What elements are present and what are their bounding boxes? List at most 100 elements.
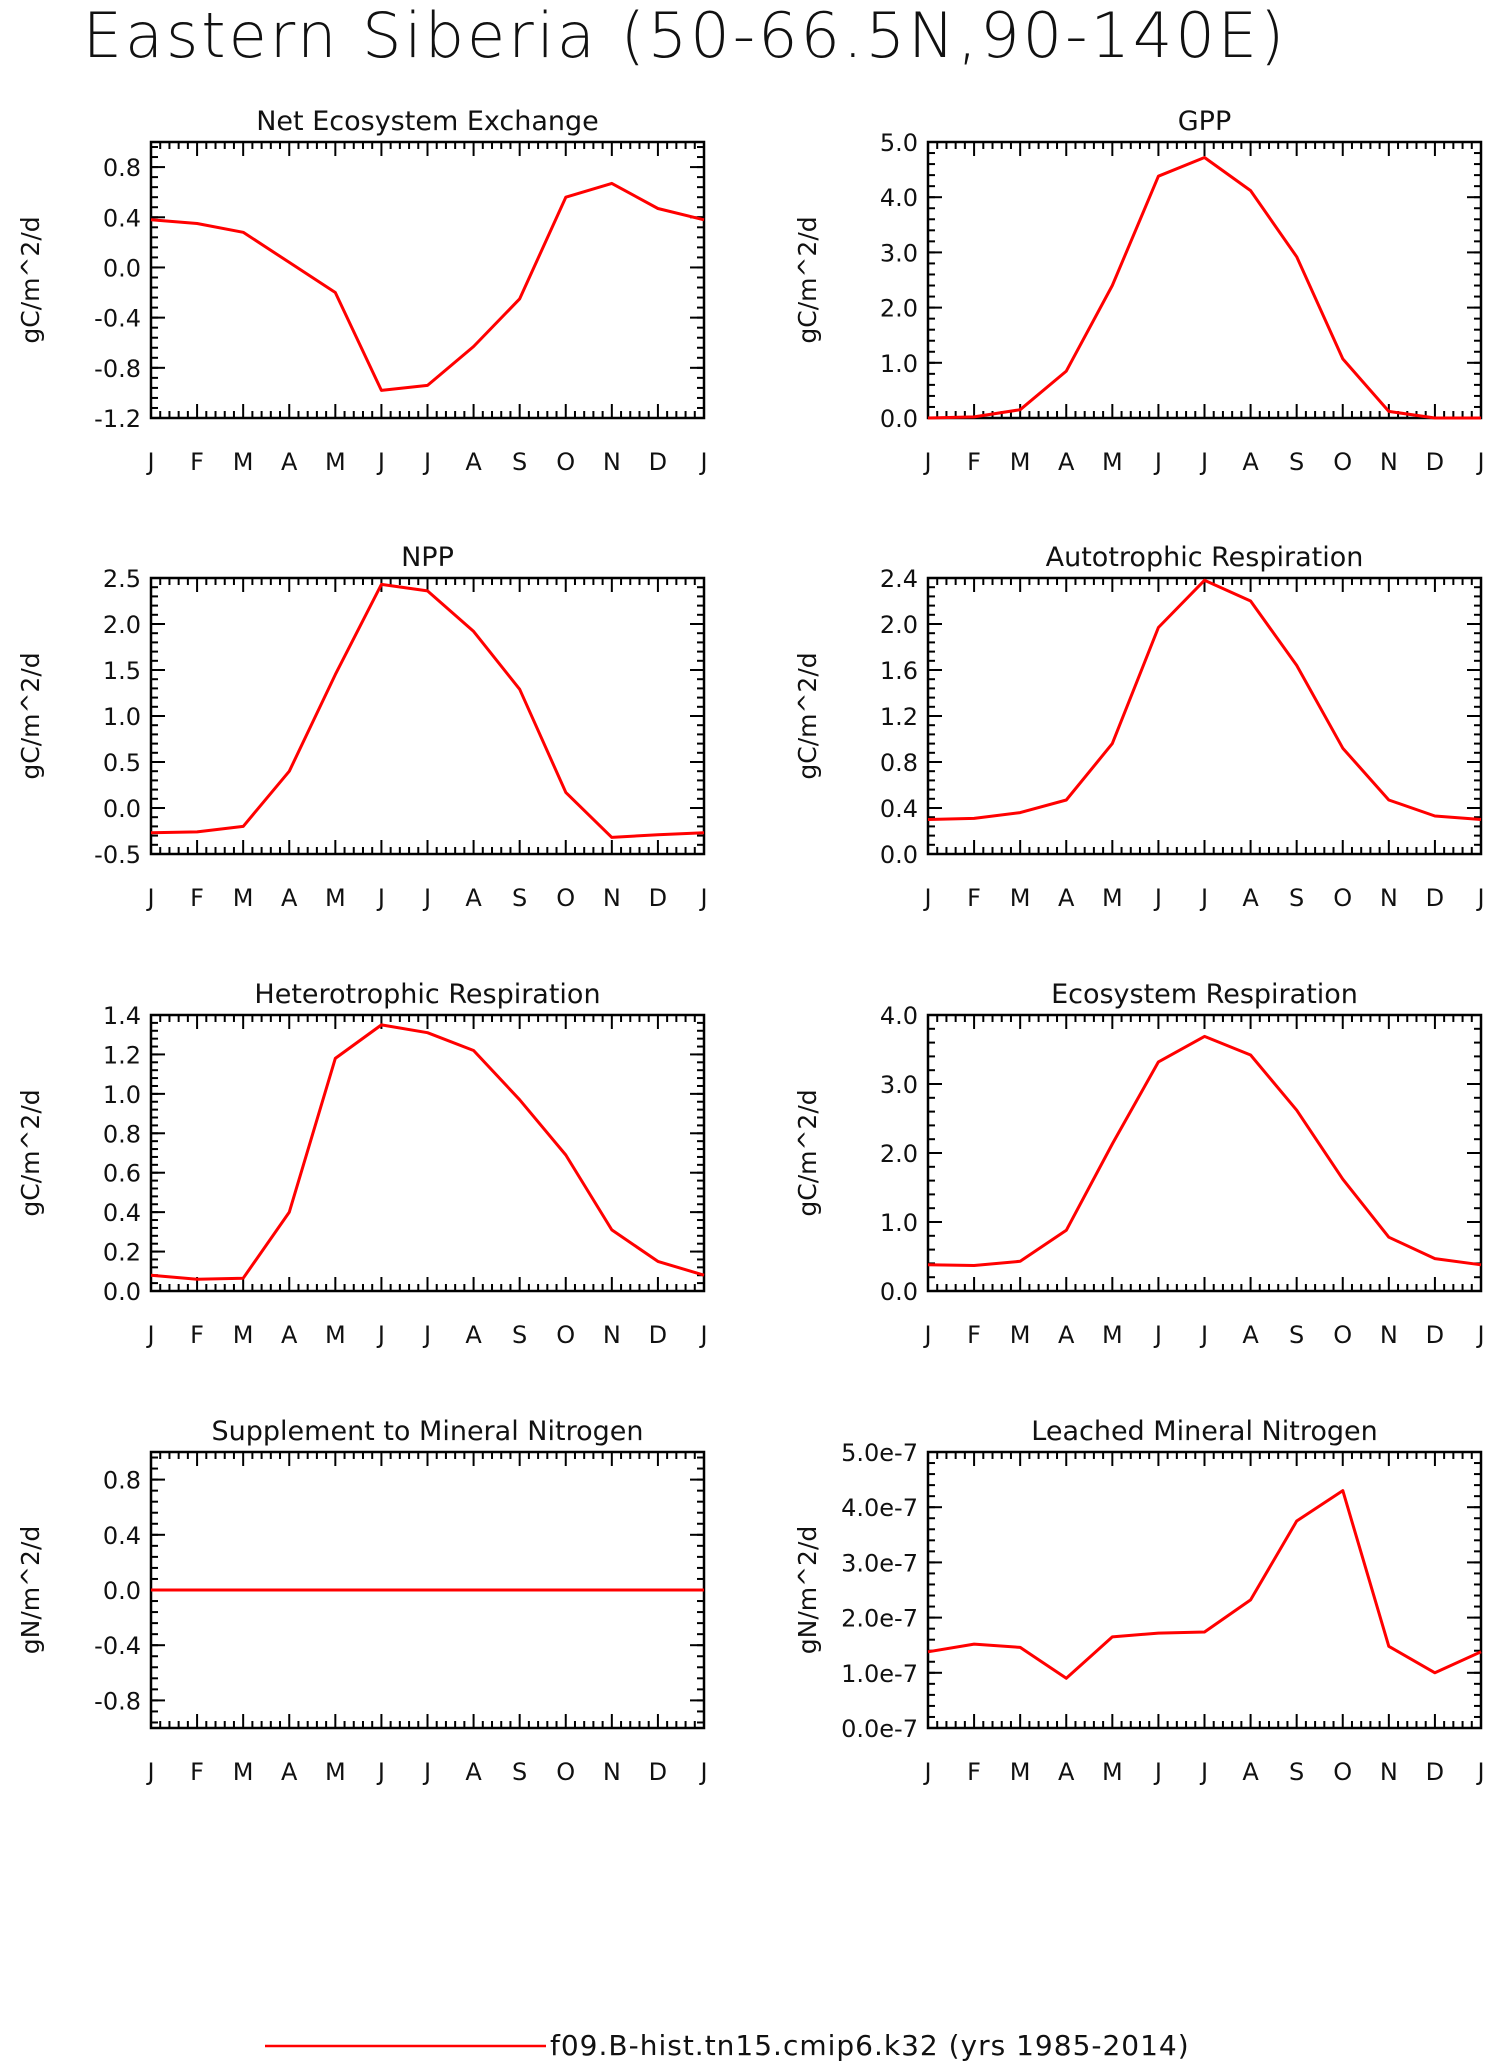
x-tick-label: M [233,448,254,476]
x-tick-label: A [1242,1758,1259,1786]
x-tick-label: J [1475,448,1484,476]
series-line-1 [928,1491,1481,1679]
x-tick-label: D [649,448,667,476]
x-tick-label: A [281,1758,298,1786]
x-tick-label: O [556,884,575,912]
y-tick-label: 4.0 [880,1002,918,1030]
x-tick-label: M [233,1321,254,1349]
series-line-1 [928,158,1481,419]
x-tick-label: J [145,448,154,476]
x-tick-label: J [1153,884,1162,912]
y-axis-label: gC/m^2/d [16,652,45,779]
x-tick-label: N [603,884,621,912]
x-tick-label: D [649,884,667,912]
x-tick-label: A [1242,1321,1259,1349]
legend-label: f09.B-hist.tn15.cmip6.k32 (yrs 1985-2014… [550,2029,1190,2062]
y-tick-label: 0.0 [103,1577,141,1605]
y-tick-label: 1.2 [880,703,918,731]
x-tick-label: A [465,1758,482,1786]
y-tick-label: 0.0 [103,254,141,282]
x-tick-label: N [603,1321,621,1349]
x-tick-label: O [556,448,575,476]
y-tick-label: 5.0 [880,129,918,157]
y-axis-label: gC/m^2/d [16,1089,45,1216]
y-tick-label: 3.0 [880,239,918,267]
x-tick-label: J [1475,1321,1484,1349]
x-tick-label: J [1475,1758,1484,1786]
x-tick-label: J [145,1321,154,1349]
y-tick-label: 2.5 [103,565,141,593]
x-tick-label: A [1058,1758,1075,1786]
y-tick-label: 0.0 [103,795,141,823]
x-tick-label: S [512,448,527,476]
x-tick-label: M [325,1321,346,1349]
x-tick-label: J [376,448,385,476]
y-axis-label: gN/m^2/d [793,1526,822,1655]
x-tick-label: J [145,884,154,912]
x-tick-label: S [512,884,527,912]
x-tick-label: A [1242,884,1259,912]
x-tick-label: F [190,1758,204,1786]
x-tick-label: J [1153,1321,1162,1349]
y-tick-label: 3.0 [880,1071,918,1099]
y-tick-label: -0.4 [94,305,141,333]
y-tick-label: 1.0e-7 [841,1660,918,1688]
x-tick-label: J [376,1758,385,1786]
y-tick-label: 2.0 [880,295,918,323]
x-tick-label: M [233,884,254,912]
x-tick-label: D [649,1321,667,1349]
x-tick-label: M [1010,1758,1031,1786]
y-tick-label: 1.0 [103,703,141,731]
x-tick-label: J [422,1758,431,1786]
x-tick-label: J [698,1321,707,1349]
y-tick-label: 0.2 [103,1239,141,1267]
x-tick-label: D [1426,884,1444,912]
chart-panel-4: Autotrophic RespirationgC/m^2/dJ F M A M J J A S… [793,542,1485,912]
series-line-1 [928,1036,1481,1265]
x-tick-label: M [1010,448,1031,476]
y-tick-label: 3.0e-7 [841,1549,918,1577]
y-tick-label: -1.2 [94,405,141,433]
x-tick-label: M [1010,884,1031,912]
axis-frame [928,142,1481,418]
y-tick-label: 0.5 [103,749,141,777]
x-tick-label: J [422,884,431,912]
x-tick-label: A [465,1321,482,1349]
x-tick-label: M [325,884,346,912]
y-axis-label: gC/m^2/d [793,216,822,343]
x-tick-label: O [556,1321,575,1349]
y-tick-label: 0.8 [103,1467,141,1495]
axis-frame [928,1452,1481,1728]
x-tick-label: D [1426,448,1444,476]
x-tick-label: N [1380,1758,1398,1786]
x-tick-label: J [1153,448,1162,476]
x-tick-label: N [603,448,621,476]
x-tick-label: A [1242,448,1259,476]
panel-title: Net Ecosystem Exchange [256,106,599,137]
y-tick-label: 0.0 [880,841,918,869]
y-tick-label: -0.8 [94,355,141,383]
x-tick-label: A [1058,448,1075,476]
x-tick-label: S [1289,448,1304,476]
y-tick-label: 0.0 [880,1278,918,1306]
x-tick-label: M [1010,1321,1031,1349]
x-tick-label: J [698,1758,707,1786]
x-tick-label: J [922,1758,931,1786]
y-tick-label: 0.0 [880,405,918,433]
panel-title: GPP [1178,106,1232,137]
y-axis-label: gC/m^2/d [793,1089,822,1216]
x-tick-label: J [922,1321,931,1349]
y-tick-label: 4.0 [880,184,918,212]
y-tick-label: -0.5 [94,841,141,869]
axis-frame [928,1015,1481,1291]
x-tick-label: M [1102,1321,1123,1349]
x-tick-label: O [1333,1321,1352,1349]
x-tick-label: J [422,1321,431,1349]
x-tick-label: A [465,884,482,912]
x-tick-label: J [698,884,707,912]
x-tick-label: N [1380,1321,1398,1349]
x-tick-label: J [1153,1758,1162,1786]
